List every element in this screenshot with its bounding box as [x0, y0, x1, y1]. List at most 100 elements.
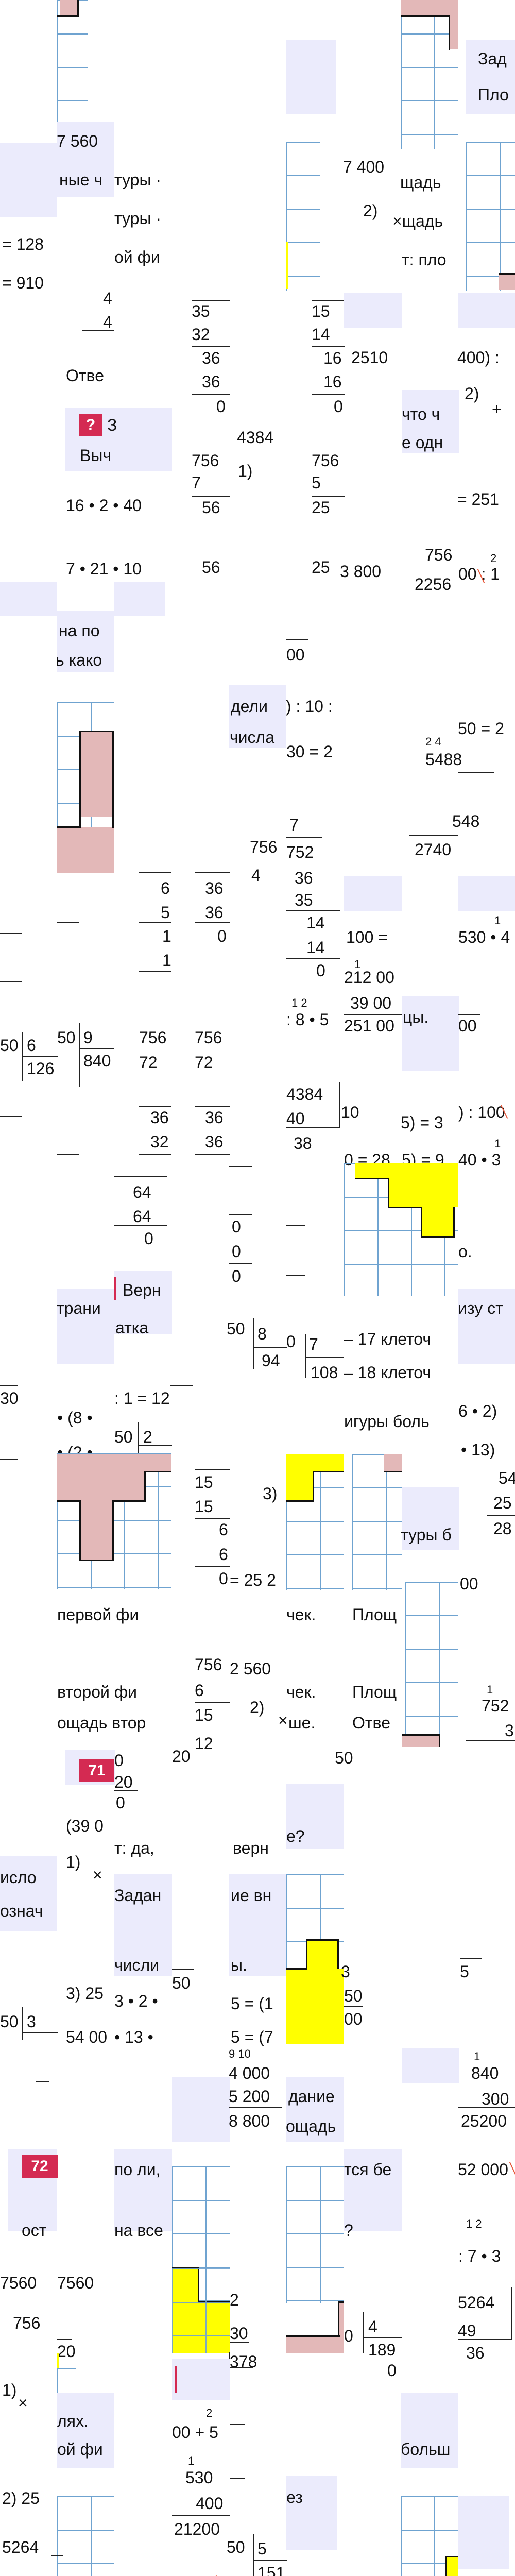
grid-paper	[286, 142, 320, 291]
figure-outline	[388, 1207, 422, 1208]
text-fragment: 1	[162, 951, 171, 970]
division-bracket	[138, 1422, 139, 1455]
figure-outline	[172, 2267, 199, 2269]
text-fragment: щадь	[400, 173, 441, 192]
text-fragment: о.	[458, 1242, 472, 1261]
text-fragment: ×щадь	[392, 212, 443, 230]
text-fragment: что ч	[402, 405, 440, 423]
text-fragment: +	[492, 400, 502, 418]
text-fragment: 15	[195, 1473, 213, 1492]
text-fragment: 1	[354, 958, 361, 971]
text-fragment: 35	[295, 891, 313, 909]
panel	[402, 2048, 459, 2083]
figure-outline	[144, 1471, 171, 1472]
figure-outline	[421, 1207, 422, 1238]
figure-outline	[337, 1939, 339, 1969]
text-fragment: 4	[103, 313, 112, 331]
text-fragment: 840	[471, 2064, 499, 2082]
division-line	[0, 1116, 22, 1117]
text-fragment: 50	[335, 1749, 353, 1767]
division-line	[172, 2515, 230, 2516]
division-line	[458, 2107, 515, 2108]
text-fragment: Площ	[352, 1683, 397, 1701]
text-fragment: • (8 •	[57, 1409, 93, 1427]
grid-paper	[466, 142, 515, 291]
text-fragment: 14	[312, 325, 330, 344]
figure-outline	[401, 15, 450, 17]
text-fragment: 50	[344, 1987, 363, 2005]
text-fragment: 50	[57, 1028, 76, 1047]
text-fragment: 21200	[174, 2520, 220, 2538]
text-fragment: атка	[115, 1318, 149, 1337]
division-line	[460, 1958, 482, 1959]
division-line	[82, 330, 114, 331]
text-fragment: = 128	[2, 235, 44, 253]
figure-cell	[60, 0, 78, 15]
text-fragment: 5264	[2, 2538, 39, 2556]
division-line	[230, 2342, 249, 2343]
text-fragment: 189	[368, 2341, 396, 2359]
text-fragment: 7 • 21 • 10	[66, 560, 142, 578]
text-fragment: 50	[0, 2012, 19, 2031]
division-line	[229, 1214, 252, 1215]
text-fragment: 50	[172, 1974, 191, 1992]
figure-outline	[338, 2301, 344, 2303]
text-fragment: 2)	[250, 1698, 265, 1717]
text-fragment: 548	[452, 812, 480, 831]
text-fragment: 1 2	[291, 996, 307, 1009]
text-fragment: 9 10	[229, 2047, 251, 2060]
text-fragment: туры б	[401, 1526, 452, 1544]
division-line	[195, 1469, 230, 1470]
text-fragment: 7 400	[343, 158, 385, 176]
text-fragment: ощадь	[286, 2117, 336, 2136]
text-fragment: 3	[27, 2012, 36, 2031]
text-fragment: игуры боль	[344, 1412, 430, 1431]
figure-outline	[449, 15, 450, 50]
division-bracket	[79, 1023, 80, 1087]
text-fragment: 50	[227, 2538, 245, 2556]
division-line	[139, 872, 171, 873]
text-fragment: 20	[172, 1747, 191, 1766]
text-fragment: Площ	[352, 1605, 397, 1624]
division-line	[114, 1225, 167, 1226]
text-fragment: 6	[195, 1681, 204, 1700]
division-line	[286, 1225, 305, 1226]
text-fragment: 7560	[0, 2274, 37, 2292]
text-fragment: Выч	[80, 446, 112, 465]
text-fragment: больш	[401, 2440, 451, 2459]
division-line	[139, 1106, 171, 1107]
text-fragment: 530 • 4	[458, 928, 510, 946]
text-fragment: 2510	[351, 348, 388, 367]
division-line	[344, 2006, 363, 2007]
figure-outline	[338, 2301, 339, 2337]
panel	[172, 2077, 230, 2142]
text-fragment: ь како	[56, 651, 102, 669]
division-line	[79, 1048, 114, 1049]
figure-outline	[445, 2556, 458, 2557]
text-fragment: 2 560	[230, 1659, 271, 1678]
grid-paper	[172, 2268, 230, 2353]
text-fragment: 14	[306, 938, 325, 957]
text-fragment: второй фи	[57, 1683, 137, 1701]
text-fragment: 32	[192, 325, 210, 344]
division-line	[0, 1459, 18, 1460]
text-fragment: тся бе	[344, 2160, 392, 2179]
division-line	[195, 1518, 230, 1519]
text-fragment: ×	[93, 1866, 102, 1884]
division-line	[57, 1154, 79, 1155]
panel	[344, 876, 402, 911]
text-fragment: 15	[195, 1497, 213, 1516]
division-line	[363, 2337, 402, 2338]
text-fragment: т: пло	[402, 250, 447, 269]
text-fragment: 3	[341, 1962, 350, 1981]
text-fragment: 0	[344, 2327, 353, 2345]
division-line	[0, 1385, 18, 1386]
figure-cell	[80, 732, 113, 817]
division-line	[170, 1385, 193, 1386]
text-fragment: 49	[458, 2321, 476, 2340]
text-fragment: 840	[83, 1052, 111, 1070]
panel	[344, 293, 402, 328]
figure-outline	[313, 1471, 344, 1472]
division-line	[458, 772, 494, 773]
figure-outline	[112, 1500, 114, 1561]
